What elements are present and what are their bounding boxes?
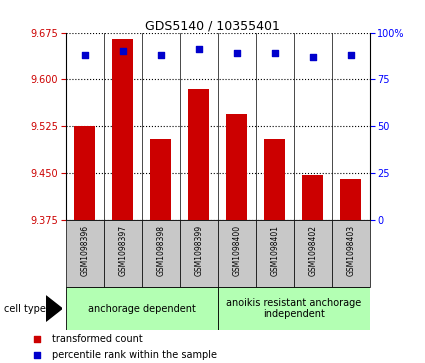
Bar — [188, 89, 209, 220]
Text: GDS5140 / 10355401: GDS5140 / 10355401 — [145, 20, 280, 33]
Bar — [218, 220, 256, 287]
Point — [196, 46, 202, 52]
Bar — [74, 126, 95, 220]
Bar — [66, 287, 218, 330]
Point — [119, 48, 126, 54]
Text: GSM1098403: GSM1098403 — [346, 225, 355, 276]
Text: transformed count: transformed count — [52, 334, 142, 344]
Polygon shape — [46, 296, 62, 321]
Bar — [332, 220, 370, 287]
Point — [33, 337, 40, 342]
Bar — [180, 220, 218, 287]
Text: GSM1098400: GSM1098400 — [232, 225, 241, 276]
Point — [233, 50, 240, 56]
Bar — [142, 220, 180, 287]
Point — [309, 54, 316, 60]
Point — [347, 52, 354, 58]
Point — [33, 352, 40, 358]
Bar — [264, 139, 285, 220]
Bar — [294, 220, 332, 287]
Bar — [302, 175, 323, 220]
Point — [82, 52, 88, 58]
Text: GSM1098399: GSM1098399 — [194, 225, 203, 276]
Text: GSM1098402: GSM1098402 — [308, 225, 317, 276]
Text: GSM1098396: GSM1098396 — [80, 225, 89, 276]
Bar — [150, 139, 171, 220]
Bar — [227, 114, 247, 220]
Text: GSM1098397: GSM1098397 — [118, 225, 127, 276]
Text: cell type: cell type — [4, 303, 46, 314]
Bar — [218, 287, 370, 330]
Bar — [104, 220, 142, 287]
Text: anoikis resistant anchorage
independent: anoikis resistant anchorage independent — [226, 298, 361, 319]
Text: GSM1098398: GSM1098398 — [156, 225, 165, 276]
Bar — [340, 179, 361, 220]
Bar — [112, 39, 133, 220]
Point — [157, 52, 164, 58]
Text: percentile rank within the sample: percentile rank within the sample — [52, 350, 217, 360]
Bar — [66, 220, 104, 287]
Text: anchorage dependent: anchorage dependent — [88, 303, 196, 314]
Bar — [256, 220, 294, 287]
Point — [272, 50, 278, 56]
Text: GSM1098401: GSM1098401 — [270, 225, 279, 276]
